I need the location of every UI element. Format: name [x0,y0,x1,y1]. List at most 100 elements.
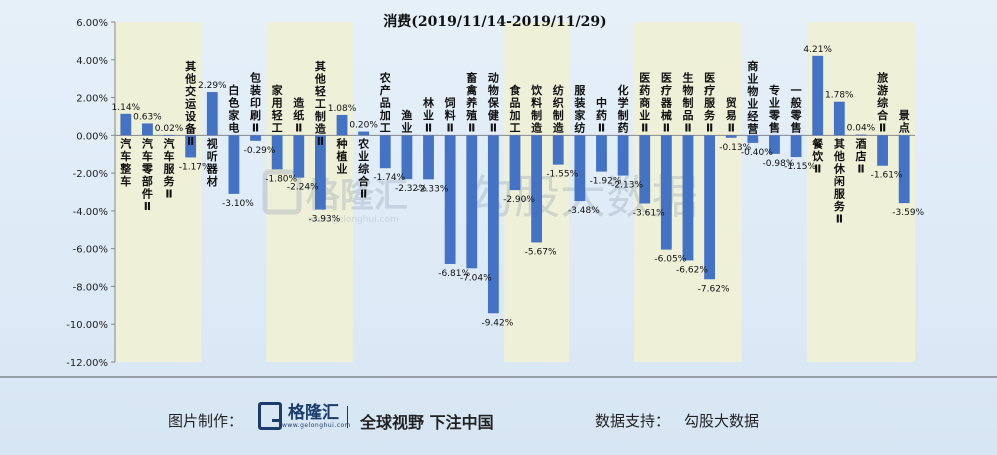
bar [228,135,240,194]
category-label: 服装家纺 [573,84,586,134]
value-label: -3.61% [633,209,665,219]
footer-separator [347,406,348,428]
bar [898,135,910,204]
bar [790,135,802,158]
bar [487,135,499,314]
value-label: -1.61% [871,171,903,181]
footer-logo: 格隆汇 www.gelonghui.com [258,402,351,430]
category-label: 专业零售 [768,83,781,134]
value-label: -2.32% [395,184,427,194]
category-label: 其他休闲服务 Ⅱ [833,136,846,225]
value-label: -0.29% [244,146,276,156]
category-label: 白色家电 [228,83,240,134]
category-label: 林业 Ⅱ [423,95,434,134]
category-label: 饲料 Ⅱ [444,95,456,134]
category-label: 其他轻工制造 Ⅱ [314,59,327,148]
category-label: 商业物业经营 [747,59,758,136]
y-tick-label: 6.00% [76,18,108,29]
bar [855,134,867,136]
category-label: 农产品加工 [379,70,391,134]
value-label: -3.10% [222,199,254,209]
value-label: -1.92% [590,177,622,187]
value-label: -1.15% [784,162,816,172]
category-label: 视听器材 [206,136,219,188]
bar [185,135,197,158]
bar [379,135,391,169]
category-label: 旅游综合 Ⅱ [877,70,889,134]
category-label: 造纸 Ⅱ [293,95,305,134]
bar [660,135,672,250]
value-label: 1.78% [825,91,854,101]
value-label: -3.48% [568,206,600,216]
bar [250,135,261,141]
bar [617,135,629,176]
value-label: -3.93% [308,215,340,225]
category-label: 其他交运设备 Ⅱ [184,59,197,148]
bar [682,135,694,261]
value-label: -5.67% [525,247,557,257]
bar [423,135,434,180]
value-label: -7.04% [460,273,492,283]
bar [747,135,759,143]
category-label: 家用轻工 [272,83,284,134]
watermark-url: www.gelonghui.com [308,215,399,225]
bar [877,135,888,166]
category-label: 包装印刷 Ⅱ [249,70,261,134]
value-label: -2.24% [287,183,319,193]
y-tick-label: 0.00% [76,131,108,142]
bar [120,113,132,136]
bar [704,135,715,280]
bar [531,135,543,243]
category-label: 汽车整车 [119,136,131,188]
category-label: 畜禽养殖 Ⅱ [465,70,478,134]
category-label: 纺织制造 [553,83,565,134]
category-label: 渔业 [401,108,412,134]
y-tick-label: -8.00% [73,282,108,293]
value-label: -9.42% [481,318,513,328]
value-label: 0.63% [133,112,162,122]
value-label: -2.33% [417,184,449,194]
bar [444,135,456,264]
y-tick-label: -10.00% [66,320,108,331]
value-label: -1.55% [546,170,578,180]
category-label: 饮料制造 [530,83,543,134]
category-label: 种植业 [336,136,348,175]
value-label: -1.17% [179,162,211,172]
category-label: 医疗服务 Ⅱ [704,71,716,134]
bar [142,123,153,136]
y-tick-label: -4.00% [73,207,108,218]
category-label: 一般零售 [790,84,803,134]
bar [271,135,283,170]
category-label: 医药商业 Ⅱ [639,71,650,134]
logo-mark-icon [258,402,282,430]
category-label: 景点 [898,109,910,134]
value-label: -0.13% [719,143,751,153]
watermark-logo-icon [262,169,302,215]
value-label: -6.05% [654,255,686,265]
category-label: 生物制品 Ⅱ [682,70,693,134]
source-value: 勾股大数据 [684,412,760,430]
highlight-band [266,22,353,362]
footer-source: 数据支持： 勾股大数据 [595,410,759,431]
y-tick-label: -12.00% [66,358,108,369]
category-label: 中药 Ⅱ [596,95,607,134]
bar [336,114,348,136]
value-label: -2.13% [611,181,643,191]
footer-label: 图片制作： [168,412,244,430]
value-label: -0.40% [741,148,773,158]
category-label: 贸易 Ⅱ [726,95,737,134]
bar [769,135,780,154]
value-label: 4.21% [803,45,832,55]
bar [725,135,737,138]
value-label: -6.81% [438,269,470,279]
logo-name: 格隆汇 [288,402,339,423]
category-label: 化学制药 [618,83,629,134]
category-label: 食品加工 [509,83,522,134]
category-label: 酒店 Ⅱ [855,137,866,175]
value-label: -7.62% [698,284,730,294]
footer-slogan: 全球视野 下注中国 [360,413,494,432]
value-label: 0.04% [847,124,876,134]
category-label: 汽车服务 Ⅱ [164,136,176,200]
